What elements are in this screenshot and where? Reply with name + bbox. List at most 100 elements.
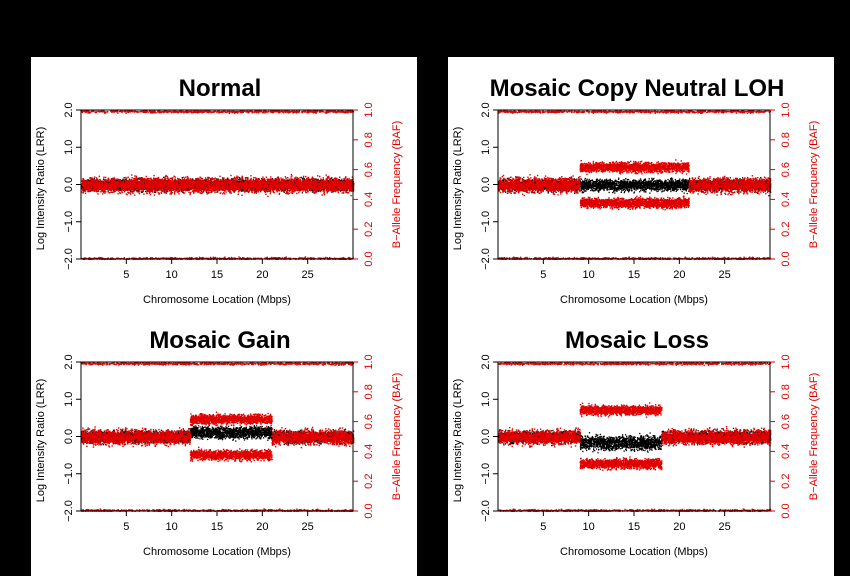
lrr-point [247, 188, 249, 190]
lrr-point [315, 179, 317, 181]
lrr-point [217, 178, 219, 180]
lrr-point [197, 190, 199, 192]
lrr-point [297, 188, 299, 190]
lrr-point [178, 183, 180, 185]
lrr-point [145, 179, 147, 181]
lrr-point [254, 188, 256, 190]
lrr-point [255, 190, 257, 192]
lrr-point [238, 180, 240, 182]
lrr-point [303, 177, 305, 180]
lrr-point [237, 181, 239, 183]
lrr-point [177, 182, 180, 184]
lrr-point [331, 185, 333, 187]
lrr-point [329, 179, 331, 181]
lrr-point [231, 178, 233, 180]
lrr-point [225, 188, 227, 190]
lrr-point [240, 181, 242, 183]
lrr-point [271, 177, 273, 180]
lrr-point [93, 177, 95, 180]
lrr-point [260, 191, 262, 193]
lrr-point [277, 188, 279, 190]
lrr-point [279, 182, 281, 184]
lrr-point [145, 190, 147, 192]
lrr-point [162, 176, 165, 179]
lrr-point [316, 190, 318, 192]
lrr-point [320, 181, 322, 183]
lrr-point [340, 189, 343, 192]
lrr-point [203, 190, 205, 192]
lrr-point [332, 179, 334, 181]
lrr-point [192, 184, 194, 186]
lrr-point [261, 178, 263, 180]
lrr-point [121, 180, 123, 182]
lrr-point [222, 177, 224, 179]
lrr-point [154, 179, 156, 181]
lrr-point [104, 190, 106, 193]
lrr-point [262, 179, 264, 181]
lrr-point [301, 178, 303, 180]
lrr-point [264, 188, 266, 190]
lrr-point [92, 188, 94, 190]
lrr-point [337, 189, 339, 191]
lrr-point [339, 189, 342, 191]
lrr-point [256, 181, 258, 183]
lrr-point [241, 190, 244, 192]
lrr-point [93, 179, 95, 181]
lrr-point [311, 191, 314, 193]
lrr-point [242, 180, 244, 182]
lrr-point [140, 191, 143, 193]
lrr-point [141, 191, 144, 193]
lrr-point [238, 178, 240, 181]
lrr-point [140, 178, 142, 181]
lrr-point [98, 188, 101, 190]
lrr-point [239, 178, 241, 180]
lrr-point [255, 191, 258, 193]
lrr-point [329, 188, 332, 190]
lrr-point [283, 181, 286, 183]
lrr-point [132, 192, 134, 194]
lrr-point [222, 178, 224, 180]
lrr-point [347, 188, 349, 190]
lrr-point [124, 178, 127, 180]
lrr-point [316, 178, 318, 181]
lrr-point [171, 179, 173, 182]
chart-title: Normal [179, 75, 262, 102]
lrr-point [232, 179, 235, 181]
lrr-point [287, 180, 289, 182]
lrr-point [224, 182, 226, 184]
lrr-point [205, 191, 208, 193]
lrr-point [297, 178, 299, 180]
lrr-point [106, 181, 108, 183]
lrr-point [138, 178, 140, 180]
lrr-point [239, 177, 241, 179]
lrr-point [179, 179, 182, 181]
lrr-point [342, 179, 345, 181]
lrr-point [261, 187, 263, 189]
lrr-point [118, 190, 120, 192]
lrr-point [81, 186, 83, 188]
lrr-point [215, 178, 217, 180]
lrr-point [241, 190, 243, 192]
lrr-point [156, 189, 158, 191]
lrr-point [83, 190, 85, 192]
lrr-point [233, 191, 235, 193]
lrr-point [326, 192, 328, 194]
lrr-point [119, 189, 121, 192]
lrr-point [202, 191, 204, 193]
lrr-point [210, 191, 213, 193]
lrr-point [214, 190, 216, 192]
lrr-point [330, 177, 332, 179]
lrr-point [331, 177, 333, 179]
lrr-point [171, 192, 173, 194]
lrr-point [251, 190, 253, 192]
lrr-point [186, 188, 188, 190]
lrr-point [338, 179, 341, 181]
lrr-point [195, 185, 197, 187]
lrr-point [174, 190, 176, 192]
lrr-point [286, 181, 288, 183]
lrr-point [200, 190, 202, 192]
lrr-point [94, 188, 97, 190]
lrr-point [129, 182, 131, 184]
lrr-point [121, 179, 124, 181]
